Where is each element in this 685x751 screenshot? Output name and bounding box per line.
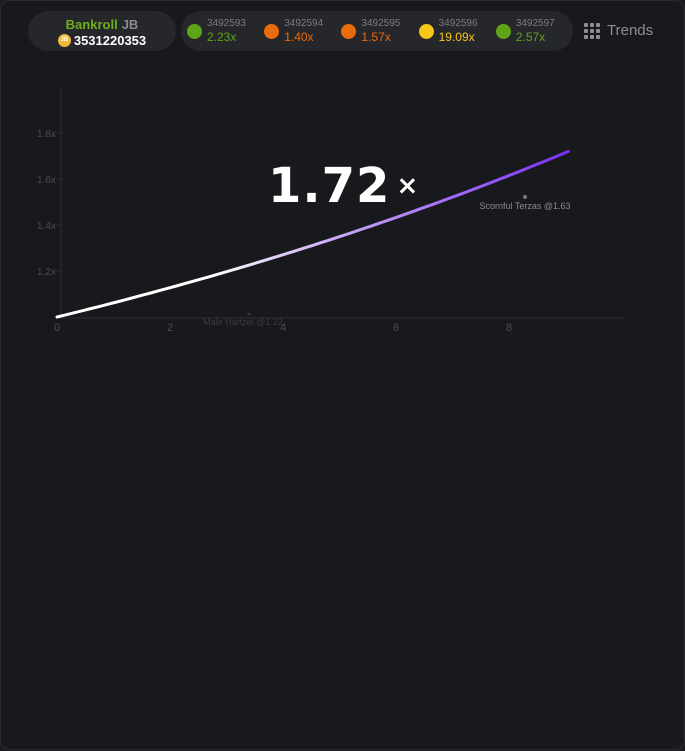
current-multiplier: 1.72 × [268, 158, 419, 214]
trends-button[interactable]: Trends [584, 22, 653, 39]
grid-icon [584, 22, 600, 39]
cashout-label: Scornful Terzas @1.63 [479, 201, 570, 211]
round-id: 3492595 [361, 18, 401, 29]
trends-label: Trends [607, 22, 654, 39]
bankroll-label: Bankroll [65, 17, 118, 32]
multiplier-suffix: × [396, 171, 420, 201]
status-dot-icon [341, 23, 357, 39]
y-tick-label: 1.6x [37, 175, 56, 186]
currency-label: JB [121, 17, 139, 32]
status-dot-icon [418, 23, 434, 39]
x-tick-label: 0 [54, 322, 60, 334]
multiplier-curve [55, 149, 570, 319]
round-multiplier: 2.57x [515, 30, 546, 44]
round-multiplier: 19.09x [438, 30, 475, 44]
status-dot-icon [264, 23, 280, 39]
round-multiplier: 2.23x [207, 30, 237, 44]
round-id: 3492593 [207, 18, 246, 29]
y-tick-label: 1.4x [37, 221, 56, 232]
x-tick-label: 8 [506, 322, 512, 334]
jb-coin-icon: JB [57, 34, 71, 47]
round-multiplier: 1.57x [361, 30, 391, 44]
bankroll-value: 3531220353 [73, 33, 147, 48]
round-id: 3492597 [515, 18, 555, 29]
cashout-dot [523, 195, 527, 199]
status-dot-icon [187, 23, 202, 39]
y-tick-label: 1.8x [37, 129, 56, 140]
round-id: 3492596 [438, 18, 478, 29]
round-multiplier: 1.40x [284, 30, 314, 44]
history-item[interactable]: 3492594 1.40x [264, 18, 341, 44]
history-item[interactable]: 3492597 2.57x [495, 18, 573, 44]
x-tick-label: 6 [393, 322, 399, 334]
x-tick-label: 4 [280, 322, 286, 334]
x-tick-label: 2 [167, 322, 173, 334]
history-item[interactable]: 3492595 1.57x [341, 18, 418, 44]
status-dot-icon [495, 23, 511, 39]
round-history: 3492593 2.23x 3492594 1.40x 3492595 1.57x 3492… [181, 11, 573, 51]
cashout-label: Male Hartzel @1.22 [203, 317, 283, 327]
y-tick-label: 1.2x [37, 267, 56, 278]
multiplier-value: 1.72 [268, 158, 391, 214]
history-item[interactable]: 3492593 2.23x [187, 18, 264, 44]
history-item[interactable]: 3492596 19.09x [418, 18, 496, 44]
cashout-dot [247, 312, 251, 316]
round-id: 3492594 [284, 18, 324, 29]
bankroll-pill: Bankroll JB JB 3531220353 [28, 11, 176, 51]
